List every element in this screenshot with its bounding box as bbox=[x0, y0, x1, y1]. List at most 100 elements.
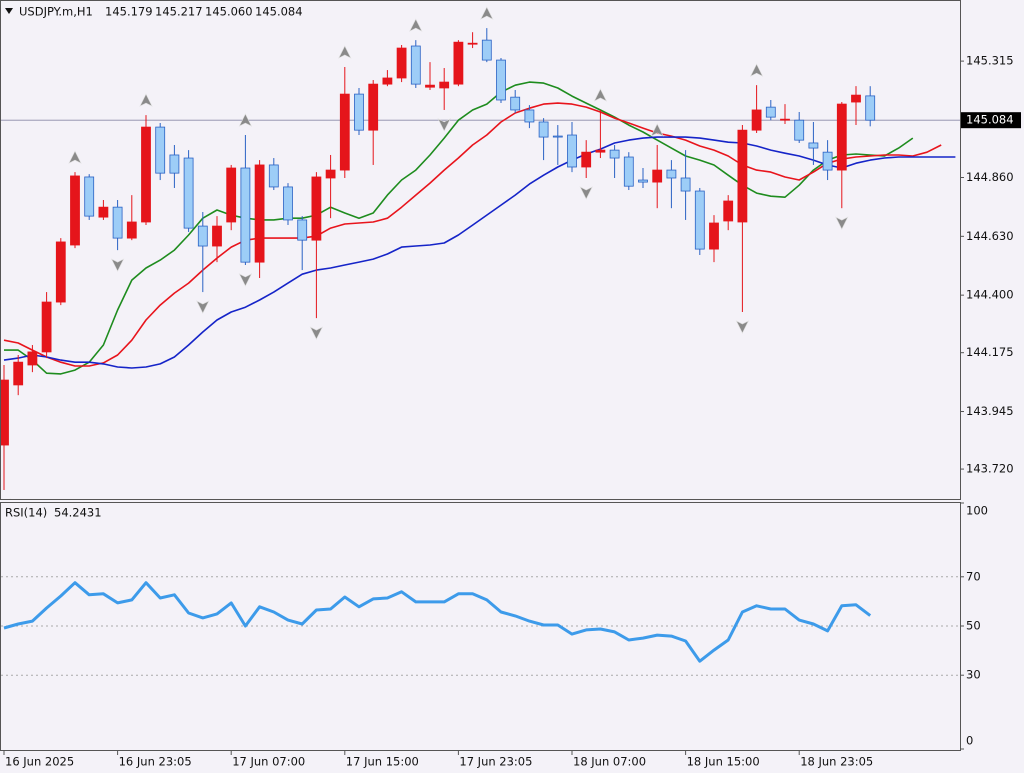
current-price-box bbox=[961, 112, 1021, 129]
candle-body bbox=[1, 379, 9, 446]
fractal-up-arrow bbox=[749, 63, 764, 77]
candle-body bbox=[283, 186, 293, 221]
candle-body bbox=[339, 93, 350, 171]
y-tick-label: 30 bbox=[966, 668, 981, 682]
candle-body bbox=[368, 83, 379, 131]
candle-body bbox=[396, 47, 407, 79]
fractal-up-arrow bbox=[480, 6, 494, 20]
fractal-up-arrow bbox=[593, 88, 608, 102]
rsi-plot bbox=[1, 576, 960, 676]
fractal-down-arrow bbox=[735, 320, 750, 334]
fractal-down-arrow bbox=[309, 326, 324, 340]
y-tick-label: 70 bbox=[966, 569, 981, 583]
candle-body bbox=[836, 103, 847, 171]
candle-body bbox=[709, 222, 719, 250]
y-tick-label: 143.720 bbox=[966, 462, 1014, 476]
fractal-down-arrow bbox=[196, 300, 210, 314]
candle-body bbox=[126, 221, 137, 239]
candle-body bbox=[481, 39, 492, 61]
candle-body bbox=[524, 109, 535, 123]
candle-body bbox=[41, 301, 52, 353]
candle-body bbox=[354, 93, 364, 131]
fractal-up-arrow bbox=[409, 18, 423, 32]
y-tick-label: 100 bbox=[966, 504, 988, 518]
candle-body bbox=[453, 41, 464, 85]
candle-body bbox=[439, 81, 450, 89]
candle-body bbox=[552, 135, 563, 138]
candle-body bbox=[851, 94, 861, 103]
x-tick-label: 17 Jun 15:00 bbox=[346, 755, 419, 769]
low-value: 145.060 bbox=[205, 5, 253, 19]
candle-body bbox=[212, 225, 222, 247]
candle-body bbox=[197, 225, 208, 247]
candle-body bbox=[240, 167, 251, 263]
y-tick-label: 144.860 bbox=[966, 170, 1014, 184]
candle-body bbox=[595, 149, 606, 153]
x-tick-label: 18 Jun 15:00 bbox=[687, 755, 760, 769]
candle-body bbox=[382, 77, 393, 85]
x-tick-label: 18 Jun 07:00 bbox=[573, 755, 646, 769]
fractal-down-arrow bbox=[238, 273, 253, 287]
candle-body bbox=[737, 129, 748, 223]
candle-body bbox=[510, 96, 521, 111]
fractal-down-arrow bbox=[110, 258, 125, 272]
y-tick-label: 0 bbox=[966, 734, 973, 748]
candle-body bbox=[623, 156, 634, 187]
candle-body bbox=[98, 206, 109, 218]
candle-body bbox=[410, 45, 421, 85]
price-plot bbox=[1, 6, 960, 499]
y-tick-label: 143.945 bbox=[966, 404, 1014, 418]
candle-body bbox=[84, 176, 95, 217]
candle-body bbox=[70, 175, 80, 246]
candle-body bbox=[325, 169, 336, 179]
candle-body bbox=[780, 118, 790, 121]
candle-body bbox=[865, 95, 876, 121]
candle-body bbox=[169, 154, 180, 174]
rsi-pane bbox=[0, 502, 961, 751]
x-tick-label: 16 Jun 2025 bbox=[5, 755, 74, 769]
candle-body bbox=[155, 126, 166, 174]
rsi-line bbox=[3, 581, 872, 663]
fractal-down-arrow bbox=[437, 118, 451, 132]
candle-body bbox=[425, 84, 435, 88]
moving-average-line bbox=[3, 102, 942, 367]
rsi-title: RSI(14) bbox=[5, 506, 47, 520]
fractal-up-arrow bbox=[238, 113, 253, 127]
fractal-down-arrow bbox=[835, 216, 849, 230]
price-pane bbox=[0, 0, 961, 500]
candle-body bbox=[538, 121, 549, 138]
candle-body bbox=[55, 241, 66, 303]
candle-body bbox=[27, 351, 38, 366]
x-tick-label: 16 Jun 23:05 bbox=[119, 755, 192, 769]
candle-body bbox=[141, 126, 151, 223]
candle-body bbox=[794, 119, 805, 141]
fractal-down-arrow bbox=[579, 186, 593, 200]
y-tick-label: 144.630 bbox=[966, 229, 1014, 243]
candle-body bbox=[652, 169, 663, 183]
candle-body bbox=[254, 164, 265, 263]
candle-body bbox=[311, 176, 322, 241]
candle-body bbox=[581, 151, 592, 168]
fractal-up-arrow bbox=[650, 123, 664, 137]
candle-body bbox=[268, 164, 279, 188]
rsi-value: 54.2431 bbox=[54, 506, 102, 520]
y-tick-label: 145.315 bbox=[966, 54, 1014, 68]
candle-body bbox=[13, 361, 24, 386]
open-value: 145.179 bbox=[105, 5, 153, 19]
y-tick-label: 144.175 bbox=[966, 345, 1014, 359]
candle-body bbox=[226, 167, 237, 223]
y-tick-label: 144.400 bbox=[966, 288, 1014, 302]
x-tick-label: 18 Jun 23:05 bbox=[800, 755, 873, 769]
fractal-up-arrow bbox=[139, 93, 153, 107]
moving-average-line bbox=[4, 81, 914, 375]
candle-body bbox=[567, 134, 577, 168]
candle-body bbox=[723, 200, 734, 222]
candle-body bbox=[638, 179, 648, 183]
symbol-menu-icon[interactable] bbox=[5, 8, 13, 14]
candle-body bbox=[765, 106, 776, 118]
candle-body bbox=[183, 157, 194, 229]
candle-body bbox=[694, 190, 705, 250]
symbol-title: USDJPY.m,H1 bbox=[19, 5, 93, 19]
